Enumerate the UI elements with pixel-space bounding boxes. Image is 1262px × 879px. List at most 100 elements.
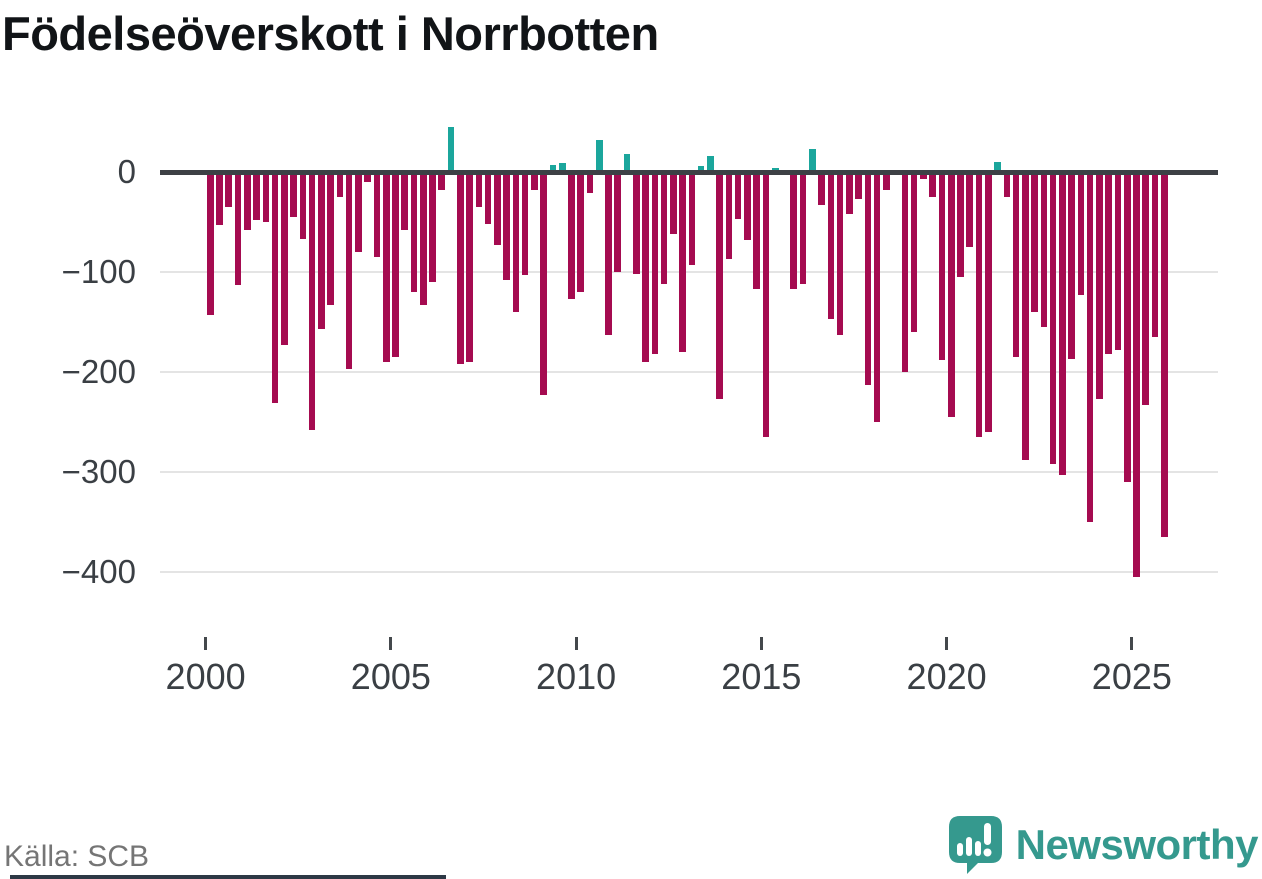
- x-axis-tick-label: 2025: [1091, 656, 1172, 697]
- y-axis-tick-label: 0: [117, 153, 136, 190]
- bar: [512, 172, 520, 312]
- bar: [1040, 172, 1048, 327]
- bar: [1142, 172, 1150, 405]
- bar: [234, 172, 242, 285]
- bar: [920, 172, 927, 179]
- bar: [318, 172, 325, 329]
- bar: [521, 172, 529, 275]
- bar: [910, 172, 918, 332]
- bar: [419, 172, 427, 305]
- y-axis-tick-label: −400: [61, 553, 136, 590]
- bar: [1086, 172, 1094, 522]
- bar: [355, 172, 362, 252]
- bar: [633, 172, 640, 274]
- bar: [947, 172, 955, 417]
- bar: [725, 172, 733, 259]
- bar: [438, 172, 446, 190]
- newsworthy-logo: Newsworthy: [947, 814, 1259, 875]
- bar: [623, 154, 631, 172]
- bar: [966, 172, 974, 247]
- x-axis-tick: [759, 637, 763, 650]
- bar: [670, 172, 677, 234]
- bar: [901, 172, 909, 372]
- bar: [401, 172, 409, 230]
- bar: [336, 172, 344, 197]
- bar: [808, 149, 816, 172]
- bar: [642, 172, 649, 362]
- bar: [1049, 172, 1057, 464]
- page-title: Födelseöverskott i Norrbotten: [2, 7, 659, 60]
- y-axis-tick-label: −100: [61, 253, 136, 290]
- bar: [429, 172, 436, 282]
- gridline: [160, 571, 1218, 573]
- bar: [262, 172, 270, 222]
- bar: [1059, 172, 1066, 475]
- x-axis-tick: [945, 637, 949, 650]
- bar: [1105, 172, 1112, 354]
- bar: [1123, 172, 1131, 482]
- bar: [994, 162, 1001, 172]
- bar: [605, 172, 612, 335]
- bar: [679, 172, 686, 352]
- bar: [345, 172, 353, 369]
- x-axis-tick: [574, 637, 578, 650]
- bar: [466, 172, 473, 362]
- bar: [410, 172, 418, 292]
- bar: [494, 172, 501, 245]
- bar: [1031, 172, 1038, 312]
- bar: [1077, 172, 1085, 295]
- bar: [216, 172, 223, 225]
- bar: [271, 172, 279, 403]
- bar: [799, 172, 807, 284]
- bar: [790, 172, 798, 289]
- bar: [688, 172, 696, 265]
- bar: [827, 172, 835, 319]
- bar: [836, 172, 844, 335]
- bar: [243, 172, 251, 230]
- x-axis-tick-label: 2010: [536, 656, 617, 697]
- gridline: [160, 471, 1218, 473]
- x-axis-tick-label: 2005: [350, 656, 431, 697]
- bar: [290, 172, 297, 217]
- bar: [1151, 172, 1159, 337]
- bar: [225, 172, 233, 207]
- bar: [614, 172, 622, 272]
- bar: [457, 172, 464, 364]
- bar: [660, 172, 668, 284]
- bar: [327, 172, 334, 305]
- zero-line: [160, 169, 1218, 175]
- bar: [308, 172, 316, 430]
- bar: [753, 172, 760, 289]
- bar: [531, 172, 538, 190]
- x-axis-tick-label: 2000: [165, 656, 246, 697]
- bar: [503, 172, 510, 280]
- x-axis-tick: [389, 637, 393, 650]
- bar: [929, 172, 936, 197]
- bar: [299, 172, 307, 239]
- bar: [281, 172, 288, 345]
- bar: [586, 172, 594, 193]
- bar: [1160, 172, 1168, 537]
- bar: [975, 172, 983, 437]
- x-axis-tick-label: 2015: [721, 656, 802, 697]
- source-label: Källa: SCB: [4, 840, 150, 873]
- bar: [373, 172, 381, 257]
- bar: [1096, 172, 1103, 399]
- bar: [1133, 172, 1140, 577]
- bar: [855, 172, 862, 199]
- y-axis-tick-label: −300: [61, 453, 136, 490]
- x-axis-tick: [204, 637, 208, 650]
- bar: [364, 172, 371, 182]
- bar: [846, 172, 853, 214]
- bar: [475, 172, 483, 207]
- bar: [697, 166, 705, 172]
- bar: [938, 172, 946, 360]
- bar: [864, 172, 872, 385]
- bar: [1012, 172, 1020, 357]
- bar: [818, 172, 825, 205]
- bar: [744, 172, 751, 240]
- bar: [651, 172, 659, 354]
- newsworthy-logo-icon: [947, 814, 1004, 875]
- x-axis-tick: [1130, 637, 1134, 650]
